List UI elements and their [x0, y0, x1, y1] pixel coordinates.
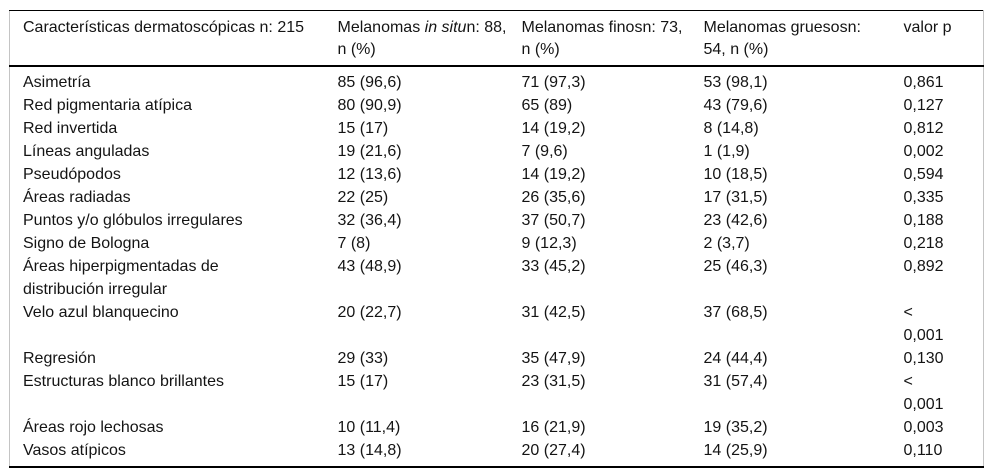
row-label: Velo azul blanquecino [23, 304, 179, 321]
cell-valor-p: < 0,001 [903, 304, 944, 344]
cell-melanomas-gruesos: 25 (46,3) [703, 258, 768, 275]
cell-melanomas-finos: 26 (35,6) [521, 189, 586, 206]
cell-melanomas-finos: 37 (50,7) [521, 212, 586, 229]
header-in-situ-prefix: Melanomas [337, 19, 425, 36]
table-row: Áreas rojo lechosas 10 (11,4) 16 (21,9) 19 … [10, 416, 984, 439]
cell-melanomas-in-situ: 32 (36,4) [337, 212, 402, 229]
table-row: Regresión 29 (33) 35 (47,9) 24 (44,4) 0,130 [10, 347, 984, 370]
cell-valor-p: < 0,001 [903, 373, 944, 413]
cell-melanomas-gruesos: 53 (98,1) [703, 74, 768, 91]
cell-melanomas-finos: 14 (19,2) [521, 166, 586, 183]
header-in-situ-line2: n (%) [337, 41, 376, 58]
cell-valor-p: 0,002 [903, 143, 944, 160]
cell-valor-p: 0,188 [903, 212, 944, 229]
cell-melanomas-gruesos: 2 (3,7) [703, 235, 750, 252]
table-row: Líneas anguladas 19 (21,6) 7 (9,6) 1 (1,9) 0… [10, 140, 984, 163]
cell-valor-p: 0,594 [903, 166, 944, 183]
row-label: Pseudópodos [23, 166, 121, 183]
row-label: Signo de Bologna [23, 235, 150, 252]
col-header-melanomas-in-situ: Melanomas in situn: 88, n (%) [337, 10, 522, 67]
cell-melanomas-finos: 14 (19,2) [521, 120, 586, 137]
cell-valor-p: 0,003 [903, 419, 944, 436]
cell-melanomas-in-situ: 43 (48,9) [337, 258, 402, 275]
col-header-melanomas-finos: Melanomas finosn: 73, n (%) [521, 10, 704, 67]
cell-melanomas-gruesos: 43 (79,6) [703, 97, 768, 114]
row-label: Estructuras blanco brillantes [23, 373, 224, 390]
cell-melanomas-finos: 31 (42,5) [521, 304, 586, 321]
row-label: Red pigmentaria atípica [23, 97, 192, 114]
cell-melanomas-finos: 71 (97,3) [521, 74, 586, 91]
row-label: Regresión [23, 350, 96, 367]
row-label: Áreas hiperpigmentadas de distribución i… [23, 258, 219, 298]
row-label: Red invertida [23, 120, 118, 137]
cell-melanomas-in-situ: 15 (17) [337, 120, 389, 137]
cell-melanomas-in-situ: 10 (11,4) [337, 419, 401, 436]
row-label: Áreas radiadas [23, 189, 131, 206]
cell-melanomas-in-situ: 15 (17) [337, 373, 389, 390]
cell-melanomas-in-situ: 85 (96,6) [337, 74, 402, 91]
row-label: Asimetría [23, 74, 91, 91]
cell-valor-p: 0,110 [903, 442, 943, 459]
cell-melanomas-finos: 23 (31,5) [521, 373, 586, 390]
table-row: Áreas hiperpigmentadas de distribución i… [10, 255, 984, 301]
row-label: Puntos y/o glóbulos irregulares [23, 212, 243, 229]
cell-melanomas-gruesos: 24 (44,4) [703, 350, 768, 367]
cell-melanomas-finos: 20 (27,4) [521, 442, 586, 459]
paper-table-region: Características dermatoscópicas n: 215 M… [9, 10, 984, 468]
table-row: Red invertida 15 (17) 14 (19,2) 8 (14,8) 0,8… [10, 117, 984, 140]
cell-melanomas-finos: 9 (12,3) [521, 235, 577, 252]
cell-melanomas-gruesos: 31 (57,4) [703, 373, 768, 390]
cell-valor-p: 0,335 [903, 189, 944, 206]
cell-melanomas-gruesos: 1 (1,9) [703, 143, 750, 160]
cell-melanomas-in-situ: 20 (22,7) [337, 304, 402, 321]
cell-melanomas-gruesos: 23 (42,6) [703, 212, 768, 229]
cell-melanomas-in-situ: 7 (8) [337, 235, 371, 252]
cell-melanomas-finos: 35 (47,9) [521, 350, 586, 367]
cell-melanomas-finos: 16 (21,9) [521, 419, 586, 436]
cell-melanomas-gruesos: 17 (31,5) [703, 189, 768, 206]
cell-melanomas-gruesos: 8 (14,8) [703, 120, 759, 137]
row-label: Líneas anguladas [23, 143, 150, 160]
cell-melanomas-in-situ: 22 (25) [337, 189, 389, 206]
cell-melanomas-finos: 33 (45,2) [521, 258, 586, 275]
table-row: Signo de Bologna 7 (8) 9 (12,3) 2 (3,7) 0,21… [10, 232, 984, 255]
cell-valor-p: 0,130 [903, 350, 944, 367]
cell-valor-p: 0,218 [903, 235, 944, 252]
cell-melanomas-gruesos: 19 (35,2) [703, 419, 768, 436]
table-row: Red pigmentaria atípica 80 (90,9) 65 (89) 4… [10, 94, 984, 117]
cell-valor-p: 0,861 [903, 74, 944, 91]
col-header-caracteristicas: Características dermatoscópicas n: 215 [9, 10, 338, 67]
row-label: Vasos atípicos [23, 442, 126, 459]
table-row: Vasos atípicos 13 (14,8) 20 (27,4) 14 (25,9… [10, 439, 984, 467]
table-row: Pseudópodos 12 (13,6) 14 (19,2) 10 (18,5) 0,… [10, 163, 984, 186]
table-header: Características dermatoscópicas n: 215 M… [9, 10, 984, 67]
cell-melanomas-in-situ: 12 (13,6) [337, 166, 402, 183]
cell-valor-p: 0,127 [903, 97, 944, 114]
table-row: Velo azul blanquecino 20 (22,7) 31 (42,5) 3… [10, 301, 984, 347]
col-header-valor-p: valor p [903, 10, 984, 67]
cell-melanomas-gruesos: 14 (25,9) [703, 442, 768, 459]
table-row: Asimetría 85 (96,6) 71 (97,3) 53 (98,1) 0,86… [10, 66, 984, 94]
cell-melanomas-in-situ: 80 (90,9) [337, 97, 402, 114]
melanoma-characteristics-table: Características dermatoscópicas n: 215 M… [9, 10, 984, 468]
cell-melanomas-in-situ: 13 (14,8) [337, 442, 402, 459]
cell-melanomas-finos: 7 (9,6) [521, 143, 568, 160]
cell-valor-p: 0,812 [903, 120, 944, 137]
cell-melanomas-in-situ: 19 (21,6) [337, 143, 402, 160]
table-body: Asimetría 85 (96,6) 71 (97,3) 53 (98,1) 0,86… [10, 66, 984, 467]
cell-melanomas-finos: 65 (89) [521, 97, 573, 114]
row-label: Áreas rojo lechosas [23, 419, 164, 436]
col-header-melanomas-gruesos: Melanomas gruesosn: 54, n (%) [703, 10, 904, 67]
table-row: Áreas radiadas 22 (25) 26 (35,6) 17 (31,5) 0… [10, 186, 984, 209]
header-row: Características dermatoscópicas n: 215 M… [9, 10, 984, 67]
header-in-situ-italic: in situ [424, 19, 467, 36]
cell-valor-p: 0,892 [903, 258, 944, 275]
cell-melanomas-gruesos: 10 (18,5) [703, 166, 768, 183]
cell-melanomas-in-situ: 29 (33) [337, 350, 389, 367]
header-in-situ-suffix: n: 88, [466, 19, 507, 36]
cell-melanomas-gruesos: 37 (68,5) [703, 304, 768, 321]
table-row: Puntos y/o glóbulos irregulares 32 (36,4)… [10, 209, 984, 232]
table-row: Estructuras blanco brillantes 15 (17) 23 (… [10, 370, 984, 416]
